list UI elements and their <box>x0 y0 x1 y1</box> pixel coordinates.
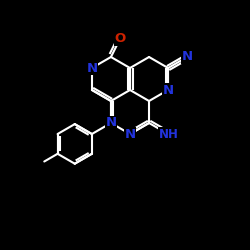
Text: N: N <box>106 116 117 130</box>
Text: N: N <box>162 84 174 96</box>
Text: N: N <box>182 50 193 64</box>
Text: NH: NH <box>159 128 179 141</box>
Text: N: N <box>86 62 98 74</box>
Text: N: N <box>124 128 136 140</box>
Text: O: O <box>115 32 126 45</box>
